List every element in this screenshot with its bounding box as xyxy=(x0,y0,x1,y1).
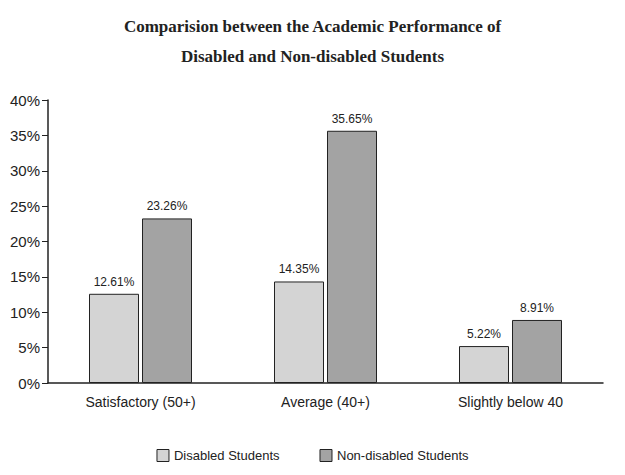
svg-text:10%: 10% xyxy=(10,304,40,321)
svg-text:Satisfactory (50+): Satisfactory (50+) xyxy=(85,394,195,410)
svg-text:Average (40+): Average (40+) xyxy=(281,394,370,410)
svg-text:20%: 20% xyxy=(10,233,40,250)
svg-text:35%: 35% xyxy=(10,127,40,144)
svg-text:35.65%: 35.65% xyxy=(332,112,373,126)
svg-text:Disabled and Non-disabled Stud: Disabled and Non-disabled Students xyxy=(181,47,445,66)
svg-text:25%: 25% xyxy=(10,198,40,215)
svg-text:5.22%: 5.22% xyxy=(467,327,501,341)
svg-text:12.61%: 12.61% xyxy=(94,275,135,289)
svg-text:Slightly below 40: Slightly below 40 xyxy=(458,394,563,410)
svg-text:Non-disabled Students: Non-disabled Students xyxy=(337,448,469,463)
svg-text:23.26%: 23.26% xyxy=(147,199,188,213)
svg-text:Disabled Students: Disabled Students xyxy=(174,448,280,463)
svg-text:0%: 0% xyxy=(18,375,40,392)
svg-text:8.91%: 8.91% xyxy=(520,301,554,315)
svg-text:30%: 30% xyxy=(10,162,40,179)
svg-text:5%: 5% xyxy=(18,339,40,356)
svg-text:14.35%: 14.35% xyxy=(279,262,320,276)
svg-text:15%: 15% xyxy=(10,268,40,285)
svg-text:Comparision between the Academ: Comparision between the Academic Perform… xyxy=(124,17,502,36)
svg-text:40%: 40% xyxy=(10,92,40,109)
